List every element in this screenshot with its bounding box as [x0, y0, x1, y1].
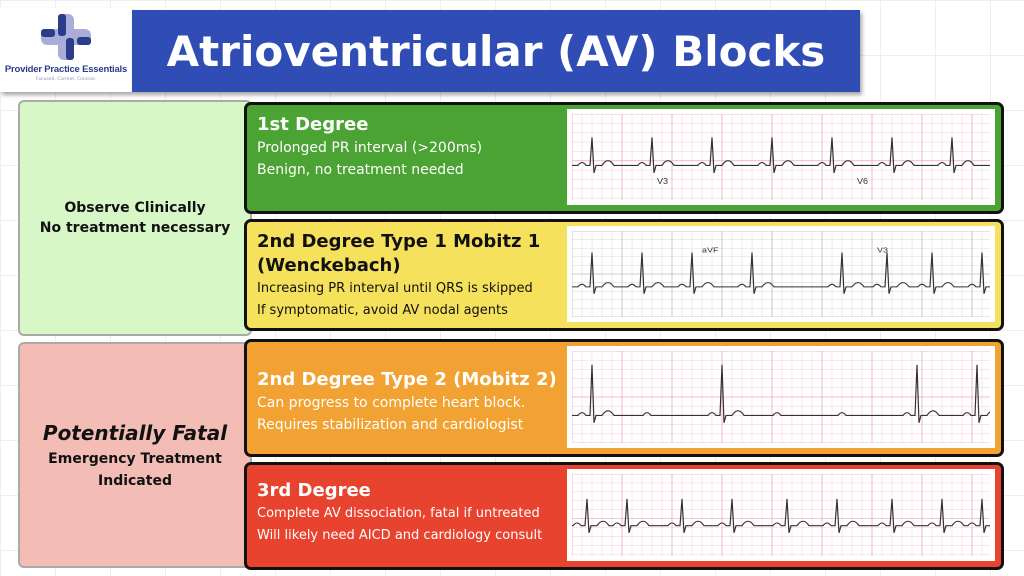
- medical-cross-icon: [41, 14, 91, 60]
- card-3rd-degree: 3rd Degree Complete AV dissociation, fat…: [244, 462, 1004, 570]
- card-line: Requires stabilization and cardiologist: [257, 417, 524, 433]
- page-title: Atrioventricular (AV) Blocks: [132, 10, 860, 92]
- card-line: If symptomatic, avoid AV nodal agents: [257, 303, 508, 318]
- lead-label: V3: [877, 245, 888, 254]
- panel-line: Observe Clinically: [64, 200, 206, 216]
- panel-line: Indicated: [98, 473, 172, 489]
- ecg-trace: [572, 137, 990, 174]
- card-line: Prolonged PR interval (>200ms): [257, 140, 483, 156]
- ecg-trace: [572, 252, 990, 294]
- card-2nd-degree-type1: 2nd Degree Type 1 Mobitz 1 (Wenckebach) …: [244, 219, 1004, 331]
- card-title: 1st Degree: [257, 114, 369, 135]
- logo: Provider Practice Essentials Focused. Cu…: [0, 8, 132, 92]
- ecg-strip: [567, 346, 995, 448]
- observe-panel: Observe Clinically No treatment necessar…: [18, 100, 252, 336]
- card-title: 2nd Degree Type 1 Mobitz 1 (Wenckebach): [257, 231, 541, 276]
- ecg-trace: [572, 364, 990, 423]
- ecg-strip: V3 V6: [567, 109, 995, 205]
- card-line: Can progress to complete heart block.: [257, 395, 526, 411]
- fatal-panel: Potentially Fatal Emergency Treatment In…: [18, 342, 252, 568]
- card-line: Benign, no treatment needed: [257, 162, 464, 178]
- logo-tagline: Focused. Current. Concise.: [35, 77, 97, 82]
- card-2nd-degree-type2: 2nd Degree Type 2 (Mobitz 2) Can progres…: [244, 339, 1004, 457]
- panel-headline: Potentially Fatal: [42, 421, 228, 445]
- logo-name: Provider Practice Essentials: [4, 64, 128, 75]
- ecg-strip: [567, 469, 995, 561]
- card-title: 3rd Degree: [257, 480, 371, 501]
- card-title: 2nd Degree Type 2 (Mobitz 2): [257, 369, 557, 390]
- panel-line: No treatment necessary: [39, 220, 231, 236]
- card-line: Complete AV dissociation, fatal if untre…: [257, 506, 540, 521]
- panel-line: Emergency Treatment: [48, 451, 222, 467]
- card-1st-degree: 1st Degree Prolonged PR interval (>200ms…: [244, 102, 1004, 214]
- card-line: Will likely need AICD and cardiology con…: [257, 528, 543, 543]
- lead-label: V6: [857, 176, 868, 186]
- ecg-strip: aVF V3: [567, 226, 995, 322]
- lead-label: V3: [657, 176, 668, 186]
- lead-label: aVF: [702, 245, 718, 254]
- card-line: Increasing PR interval until QRS is skip…: [257, 281, 533, 296]
- ecg-trace: [572, 498, 990, 533]
